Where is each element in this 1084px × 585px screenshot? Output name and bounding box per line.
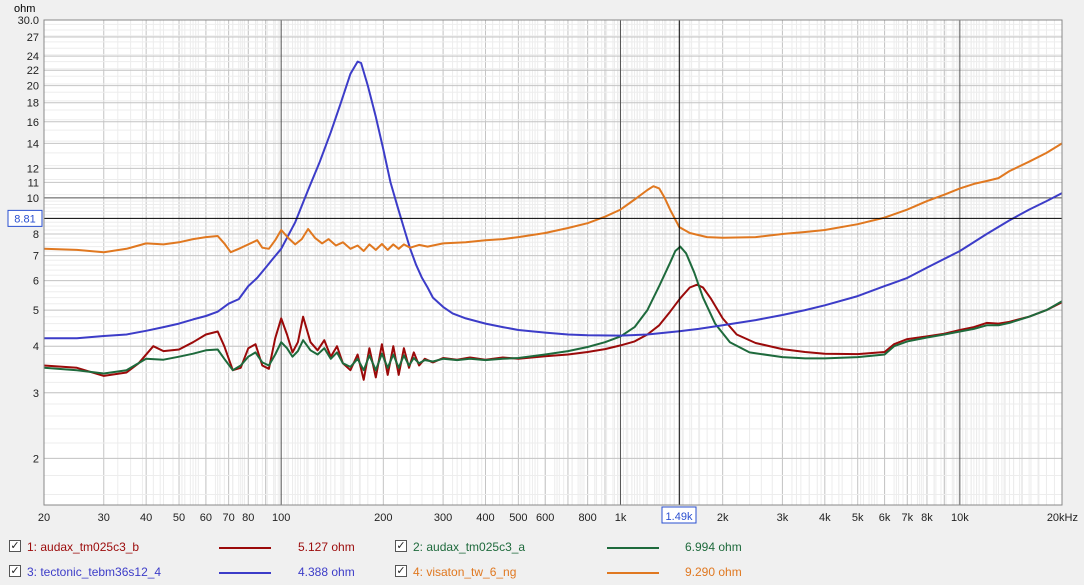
x-tick-label: 20	[38, 512, 50, 524]
x-tick-label: 7k	[901, 512, 913, 524]
x-tick-label: 400	[476, 512, 494, 524]
legend-row-1: ✓ 1: audax_tm025c3_b 5.127 ohm ✓ 2: auda…	[0, 537, 1084, 557]
y-tick-label: 20	[27, 81, 39, 93]
x-tick-label: 8k	[921, 512, 933, 524]
series-2-label: 2: audax_tm025c3_a	[413, 540, 526, 554]
series-2-value: 6.994 ohm	[685, 540, 742, 554]
series-line-1	[43, 283, 1063, 381]
x-tick-label: 100	[272, 512, 290, 524]
series-layer	[43, 60, 1063, 381]
x-tick-label: 800	[578, 512, 596, 524]
series-1-label: 1: audax_tm025c3_b	[27, 540, 140, 554]
grid-major	[44, 20, 1062, 505]
x-tick-label: 60	[200, 512, 212, 524]
series-1-swatch	[219, 547, 271, 549]
x-tick-label: 40	[140, 512, 152, 524]
y-tick-label: 22	[27, 65, 39, 77]
y-tick-label: 14	[27, 138, 39, 150]
y-tick-label: 4	[33, 341, 39, 353]
series-4-value: 9.290 ohm	[685, 565, 742, 579]
x-tick-label: 20kHz	[1047, 512, 1078, 524]
y-tick-label: 3	[33, 388, 39, 400]
series-2-swatch	[607, 547, 659, 549]
x-tick-label: 6k	[879, 512, 891, 524]
grid-minor	[44, 19, 1062, 505]
y-tick-labels: 30.0 27 24 22 20 18 16 14 12 11 10 8 7 6 5 4 3 2	[18, 15, 39, 465]
cursor-y-readout: 8.81	[14, 213, 35, 225]
y-tick-label: 11	[28, 177, 39, 189]
series-1-checkbox[interactable]: ✓	[9, 539, 21, 552]
x-tick-label: 3k	[777, 512, 789, 524]
series-3-value: 4.388 ohm	[298, 565, 355, 579]
y-tick-label: 5	[33, 305, 39, 317]
y-tick-label: 7	[33, 251, 39, 263]
x-tick-label: 50	[173, 512, 185, 524]
x-tick-label: 5k	[852, 512, 864, 524]
x-tick-label: 80	[242, 512, 254, 524]
y-tick-label: 18	[27, 98, 39, 110]
y-axis-unit: ohm	[14, 3, 35, 15]
series-4-checkbox[interactable]: ✓	[395, 564, 407, 577]
cursor-x-readout-box	[661, 506, 697, 524]
series-1-value: 5.127 ohm	[298, 540, 355, 554]
y-tick-label: 6	[33, 276, 39, 288]
legend-row-2: ✓ 3: tectonic_tebm36s12_4 4.388 ohm ✓ 4:…	[0, 562, 1084, 582]
y-tick-label: 16	[27, 117, 39, 129]
x-tick-label: 600	[536, 512, 554, 524]
series-3-checkbox[interactable]: ✓	[9, 564, 21, 577]
y-tick-label: 12	[27, 163, 39, 175]
x-tick-label: 2k	[717, 512, 729, 524]
x-tick-label: 4k	[819, 512, 831, 524]
series-line-4	[43, 142, 1063, 254]
cursor-layer: 1.49k 8.81	[7, 20, 1062, 524]
series-4-swatch	[607, 572, 659, 574]
series-3-label: 3: tectonic_tebm36s12_4	[27, 565, 162, 579]
x-tick-label: 70	[222, 512, 234, 524]
y-tick-label: 27	[27, 32, 39, 44]
x-tick-label: 500	[509, 512, 527, 524]
cursor-x-readout: 1.49k	[666, 511, 693, 523]
y-tick-label: 24	[27, 51, 39, 63]
x-tick-label: 300	[434, 512, 452, 524]
y-tick-label: 2	[33, 453, 39, 465]
y-tick-label: 10	[27, 193, 39, 205]
y-tick-label: 8	[33, 229, 39, 241]
series-4-label: 4: visaton_tw_6_ng	[413, 565, 517, 579]
plot-frame	[43, 19, 1063, 506]
series-3-swatch	[219, 572, 271, 574]
x-tick-labels: 20 30 40 50 60 70 80 100 200 300 400 500 600 800 1k 2k 3…	[38, 512, 1078, 524]
x-tick-label: 30	[98, 512, 110, 524]
series-line-3	[44, 60, 1063, 340]
cursor-y-readout-box	[7, 209, 43, 227]
y-tick-label: 30.0	[18, 15, 39, 27]
x-tick-label: 10k	[951, 512, 969, 524]
series-line-2	[43, 245, 1063, 375]
x-tick-label: 200	[374, 512, 392, 524]
x-tick-label: 1k	[615, 512, 627, 524]
series-2-checkbox[interactable]: ✓	[395, 539, 407, 552]
